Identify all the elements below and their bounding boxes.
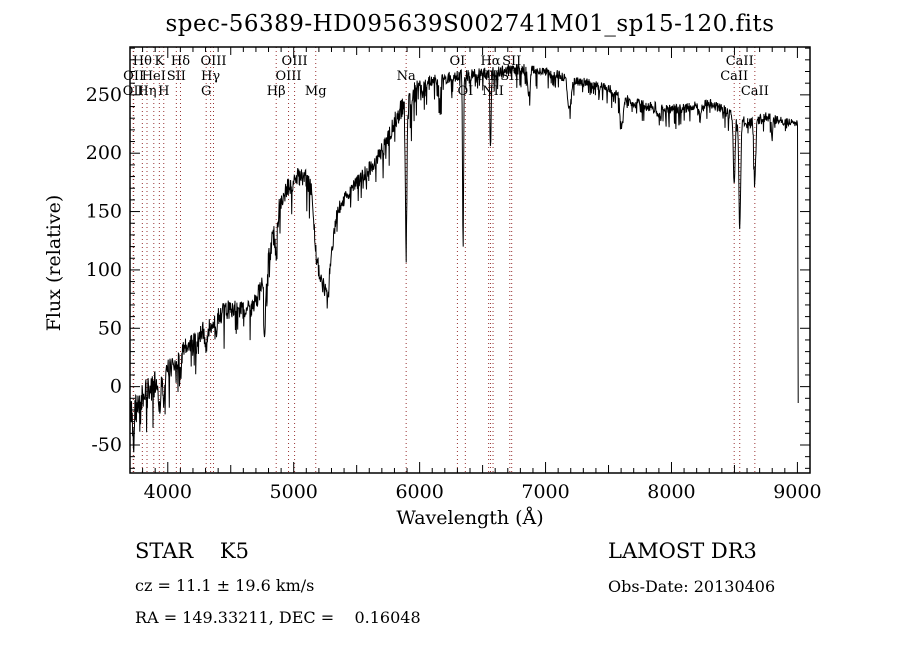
spectral-line-label: OIII bbox=[276, 69, 302, 84]
spectral-line-label: Hθ bbox=[133, 54, 152, 69]
plot-frame bbox=[129, 46, 811, 474]
y-tick-label: 100 bbox=[86, 259, 122, 281]
spectral-line-label: OI bbox=[450, 54, 466, 69]
chart-title: spec-56389-HD095639S002741M01_sp15-120.f… bbox=[165, 11, 774, 37]
x-tick-label: 5000 bbox=[270, 481, 318, 503]
spectral-line-label: Hη bbox=[137, 84, 156, 99]
spectral-line-label: SII bbox=[167, 69, 186, 84]
obs-date-text: Obs-Date: 20130406 bbox=[608, 577, 775, 596]
y-tick-label: 250 bbox=[86, 84, 122, 106]
x-axis-label: Wavelength (Å) bbox=[396, 507, 543, 529]
x-tick-label: 9000 bbox=[773, 481, 821, 503]
spectrum-trace bbox=[129, 64, 799, 453]
spectrum-line bbox=[129, 64, 799, 453]
spectral-line-label: K bbox=[154, 54, 164, 69]
spectral-line-label: H bbox=[158, 84, 169, 99]
spectral-line-label: OII bbox=[123, 69, 144, 84]
x-tick-label: 6000 bbox=[395, 481, 443, 503]
spectral-line-label: OIII bbox=[200, 54, 226, 69]
redshift-text: cz = 11.1 ± 19.6 km/s bbox=[135, 576, 314, 595]
spectral-line-label: Hα bbox=[480, 54, 500, 69]
spectral-line-label: OIII bbox=[282, 54, 308, 69]
y-tick-label: -50 bbox=[91, 434, 122, 456]
x-tick-label: 8000 bbox=[647, 481, 695, 503]
y-tick-label: 200 bbox=[86, 142, 122, 164]
spectral-line-label: CaII bbox=[720, 69, 748, 84]
spectral-line-labels: OIIOIIHθHηHeIKHSIIHδGHγOIIIHβOIIIOIIIMgN… bbox=[123, 54, 769, 99]
y-tick-label: 50 bbox=[98, 317, 122, 339]
survey-text: LAMOST DR3 bbox=[608, 539, 757, 563]
spectral-line-label: CaII bbox=[726, 54, 754, 69]
x-tick-label: 7000 bbox=[521, 481, 569, 503]
spectral-line-label: CaII bbox=[741, 84, 769, 99]
spectral-line-label: Hβ bbox=[267, 84, 286, 99]
spectral-line-label: G bbox=[201, 84, 211, 99]
y-tick-label: 150 bbox=[86, 201, 122, 223]
y-tick-label: 0 bbox=[110, 376, 122, 398]
spectral-line-label: NII bbox=[482, 84, 504, 99]
object-class-text: STAR K5 bbox=[135, 539, 249, 563]
spectral-line-label: Hγ bbox=[201, 69, 220, 84]
axes: 4000 5000 6000 7000 8000 9000 -50 0 50 100 150 200 2… bbox=[86, 46, 822, 503]
x-tick-label: 4000 bbox=[144, 481, 192, 503]
spectral-line-label: Na bbox=[397, 69, 416, 84]
y-axis-label: Flux (relative) bbox=[43, 195, 65, 332]
spectral-line-label: Hδ bbox=[171, 54, 190, 69]
ra-dec-text: RA = 149.33211, DEC = 0.16048 bbox=[135, 608, 421, 627]
spectral-line-label: Mg bbox=[305, 84, 327, 99]
spectral-line-label: HeI bbox=[142, 69, 166, 84]
